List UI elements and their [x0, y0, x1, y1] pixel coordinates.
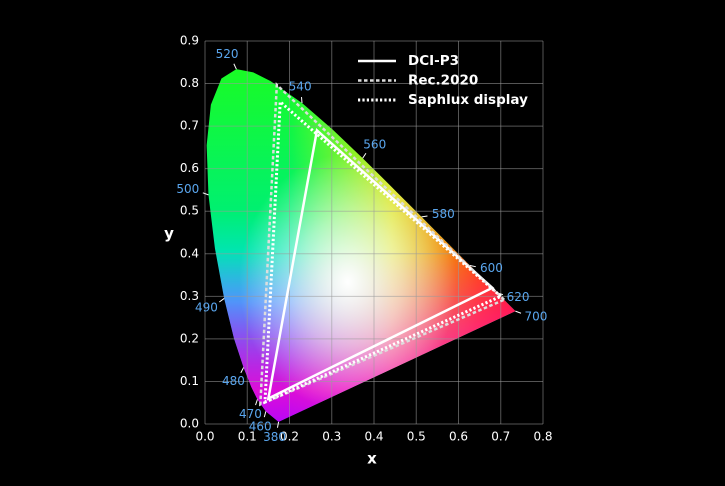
wavelength-label: 500 [176, 182, 199, 196]
labels: 0.0 0.1 0.2 0.3 0.4 0.5 0.6 0.7 0.8 0.0 0.1 0.2 0.3 0… [176, 34, 552, 445]
wavelength-tick [263, 411, 267, 418]
wavelength-tick [515, 310, 522, 314]
wavelength-tick [362, 152, 367, 159]
x-tick-label: 0.7 [491, 430, 510, 444]
y-axis-label: y [164, 225, 174, 243]
x-tick-label: 0.8 [533, 430, 552, 444]
y-tick-label: 0.3 [180, 289, 199, 303]
wavelength-tick [469, 264, 476, 268]
y-tick-label: 0.1 [180, 374, 199, 388]
x-tick-label: 0.4 [364, 430, 383, 444]
marks [202, 63, 522, 428]
legend-label: Rec.2020 [408, 73, 478, 89]
x-tick-label: 0.6 [449, 430, 468, 444]
wavelength-tick [276, 421, 280, 428]
wavelength-tick [421, 215, 428, 218]
x-tick-label: 0.1 [238, 430, 257, 444]
gamut-triangle [263, 98, 504, 405]
y-tick-label: 0.4 [180, 246, 199, 260]
wavelength-label: 600 [480, 261, 503, 275]
y-tick-label: 0.6 [180, 161, 199, 175]
x-tick-label: 0.5 [407, 430, 426, 444]
legend-label: Saphlux display [408, 92, 528, 108]
grid [204, 40, 544, 425]
gamut-triangle [258, 82, 507, 407]
y-tick-label: 0.8 [180, 76, 199, 90]
gamut-triangle [266, 127, 495, 401]
y-tick-label: 0.9 [180, 34, 199, 48]
wavelength-label: 620 [507, 290, 530, 304]
y-tick-label: 0.0 [180, 417, 199, 431]
wavelength-tick [240, 367, 245, 374]
wavelength-label: 560 [363, 137, 386, 151]
x-tick-label: 0.0 [195, 430, 214, 444]
x-tick-label: 0.2 [280, 430, 299, 444]
x-tick-label: 0.3 [322, 430, 341, 444]
y-tick-label: 0.7 [180, 119, 199, 133]
x-axis-label: x [367, 450, 377, 468]
wavelength-tick [233, 63, 237, 70]
y-tick-label: 0.5 [180, 204, 199, 218]
wavelength-label: 480 [222, 374, 245, 388]
wavelength-label: 380 [263, 430, 286, 444]
wavelength-tick [202, 192, 209, 196]
wavelength-tick [255, 399, 258, 406]
wavelength-label: 540 [289, 80, 312, 94]
y-tick-label: 0.2 [180, 331, 199, 345]
wavelength-label: 490 [195, 300, 218, 314]
wavelength-label: 700 [524, 309, 547, 323]
wavelength-label: 460 [249, 419, 272, 433]
wavelength-label: 520 [216, 47, 239, 61]
wavelength-tick [219, 298, 225, 303]
wavelength-label: 580 [432, 207, 455, 221]
wavelength-label: 470 [239, 407, 262, 421]
legend-label: DCI-P3 [408, 53, 459, 69]
wavelength-tick [300, 96, 303, 104]
